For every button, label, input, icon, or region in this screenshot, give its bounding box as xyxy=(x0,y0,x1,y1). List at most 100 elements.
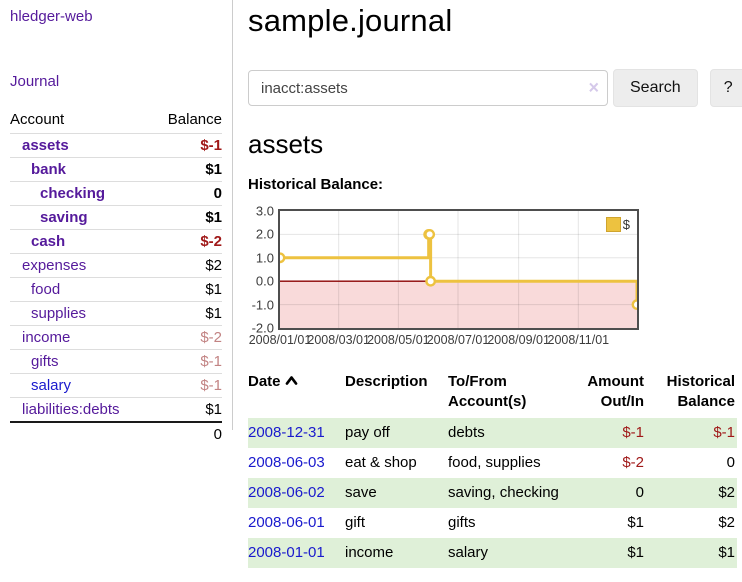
account-name-cell: checking xyxy=(10,181,152,206)
main-content: sample.journal × Search ? assets Histori… xyxy=(233,0,742,582)
x-axis-tick-label: 2008/05/01 xyxy=(367,333,430,347)
sidebar-account-link-checking[interactable]: checking xyxy=(40,185,106,202)
register-balance-cell: $2 xyxy=(646,478,737,508)
sidebar-account-link-expenses[interactable]: expenses xyxy=(22,257,87,274)
register-header-description[interactable]: Description xyxy=(345,373,428,390)
register-header-to-from-account-s-[interactable]: To/From Account(s) xyxy=(448,373,527,410)
account-balance: $1 xyxy=(151,205,222,230)
register-date-cell: 2008-06-01 xyxy=(248,508,345,538)
nav-journal-link[interactable]: Journal xyxy=(10,73,60,90)
account-name-cell: cash xyxy=(10,229,152,254)
transaction-date-link[interactable]: 2008-06-01 xyxy=(248,514,325,531)
account-row: expenses $2 xyxy=(10,253,222,278)
sidebar-account-link-income[interactable]: income xyxy=(22,329,71,346)
transaction-date-link[interactable]: 2008-01-01 xyxy=(248,544,325,561)
accounts-total-value: 0 xyxy=(151,421,222,446)
register-accounts-cell: salary xyxy=(448,538,570,568)
sidebar-account-link-saving[interactable]: saving xyxy=(40,209,88,226)
account-balance: $-1 xyxy=(151,133,222,158)
transaction-date-link[interactable]: 2008-12-31 xyxy=(248,424,325,441)
register-description-cell: save xyxy=(345,478,448,508)
register-date-cell: 2008-12-31 xyxy=(248,418,345,448)
y-axis-tick-label: 3.0 xyxy=(255,203,274,219)
x-axis-tick-label: 2008/01/01 xyxy=(248,333,312,347)
transaction-date-link[interactable]: 2008-06-03 xyxy=(248,454,325,471)
sidebar-account-link-supplies[interactable]: supplies xyxy=(31,305,87,322)
register-accounts-cell: debts xyxy=(448,418,570,448)
account-name-cell: expenses xyxy=(10,253,152,278)
search-wrap: × xyxy=(248,70,608,106)
transaction-date-link[interactable]: 2008-06-02 xyxy=(248,484,325,501)
data-point-marker xyxy=(280,252,286,264)
x-axis-tick-label: 2008/07/01 xyxy=(426,333,490,347)
chart-label: Historical Balance: xyxy=(248,176,384,193)
account-balance: $-1 xyxy=(151,373,222,398)
sidebar-account-link-food[interactable]: food xyxy=(31,281,61,298)
sidebar-account-link-gifts[interactable]: gifts xyxy=(31,353,59,370)
search-input[interactable] xyxy=(248,70,608,106)
account-name-cell: supplies xyxy=(10,301,152,326)
legend-label: $ xyxy=(622,217,630,232)
chart-svg xyxy=(280,211,637,328)
app-brand-link[interactable]: hledger-web xyxy=(10,8,93,25)
register-header-historical-balance[interactable]: Historical Balance xyxy=(666,373,735,410)
register-header-date[interactable]: Date xyxy=(248,370,345,418)
register-description-cell: pay off xyxy=(345,418,448,448)
register-date-cell: 2008-01-01 xyxy=(248,538,345,568)
sidebar-account-link-liabilities-debts[interactable]: liabilities:debts xyxy=(22,401,120,418)
accounts-header-account: Account xyxy=(10,111,65,128)
account-row: income $-2 xyxy=(10,325,222,350)
register-description-cell: eat & shop xyxy=(345,454,417,471)
account-row: checking 0 xyxy=(10,181,222,206)
account-name-cell: income xyxy=(10,325,152,350)
register-date-cell: 2008-06-02 xyxy=(248,478,345,508)
account-balance: $-2 xyxy=(151,229,222,254)
register-balance-cell: 0 xyxy=(726,454,735,471)
register-accounts-cell: food, supplies xyxy=(448,454,541,471)
sidebar-account-link-bank[interactable]: bank xyxy=(31,161,67,178)
account-name-cell: gifts xyxy=(10,349,152,374)
register-balance-cell: $-1 xyxy=(646,418,737,448)
register-header-amount-out-in[interactable]: Amount Out/In xyxy=(587,373,644,410)
accounts-table: Account Balance assets $-1 bank $1 checking 0… xyxy=(10,108,222,446)
help-button[interactable]: ? xyxy=(709,69,742,107)
register-amount-cell: $-2 xyxy=(622,454,644,471)
data-point-marker xyxy=(425,275,437,287)
account-balance: $1 xyxy=(151,397,222,422)
register-amount-cell: $1 xyxy=(570,538,646,568)
account-row: saving $1 xyxy=(10,205,222,230)
sidebar-account-link-salary[interactable]: salary xyxy=(31,377,72,394)
account-balance: $1 xyxy=(151,301,222,326)
account-name-cell: saving xyxy=(10,205,152,230)
account-row: liabilities:debts $1 xyxy=(10,397,222,422)
account-row: gifts $-1 xyxy=(10,349,222,374)
account-name-cell: assets xyxy=(10,133,152,158)
x-axis-tick-label: 2008/03/01 xyxy=(307,333,370,347)
register-description-cell: income xyxy=(345,538,448,568)
account-row: salary $-1 xyxy=(10,373,222,398)
account-balance: $1 xyxy=(151,157,222,182)
account-title: assets xyxy=(248,129,324,159)
account-name-cell: bank xyxy=(10,157,152,182)
y-axis-tick-label: 1.0 xyxy=(255,250,274,266)
sidebar-account-link-cash[interactable]: cash xyxy=(31,233,66,250)
account-row: supplies $1 xyxy=(10,301,222,326)
sidebar-inner: hledger-web Journal Account Balance asse… xyxy=(0,0,233,446)
clear-search-icon[interactable]: × xyxy=(588,77,599,98)
accounts-header-balance: Balance xyxy=(167,111,222,128)
y-axis-tick-label: 2.0 xyxy=(255,226,274,242)
register-row: 2008-12-31 pay off debts $-1 $-1 xyxy=(248,418,737,448)
account-name-cell: food xyxy=(10,277,152,302)
register-amount-cell: $1 xyxy=(627,514,644,531)
register-balance-cell: $1 xyxy=(646,538,737,568)
register-accounts-cell: saving, checking xyxy=(448,478,570,508)
account-name-cell: salary xyxy=(10,373,152,398)
sidebar-account-link-assets[interactable]: assets xyxy=(22,137,69,154)
search-button[interactable]: Search xyxy=(613,69,698,107)
balance-chart: $ 3.0 2.0 1.0 0.0 -1.0 -2.0 2008/01/01 2008/03/… xyxy=(248,203,668,354)
account-name-cell: liabilities:debts xyxy=(10,397,152,422)
y-axis-tick-label: 0.0 xyxy=(255,273,274,289)
sort-asc-icon xyxy=(285,376,297,385)
y-axis-tick-label: -1.0 xyxy=(251,297,274,313)
